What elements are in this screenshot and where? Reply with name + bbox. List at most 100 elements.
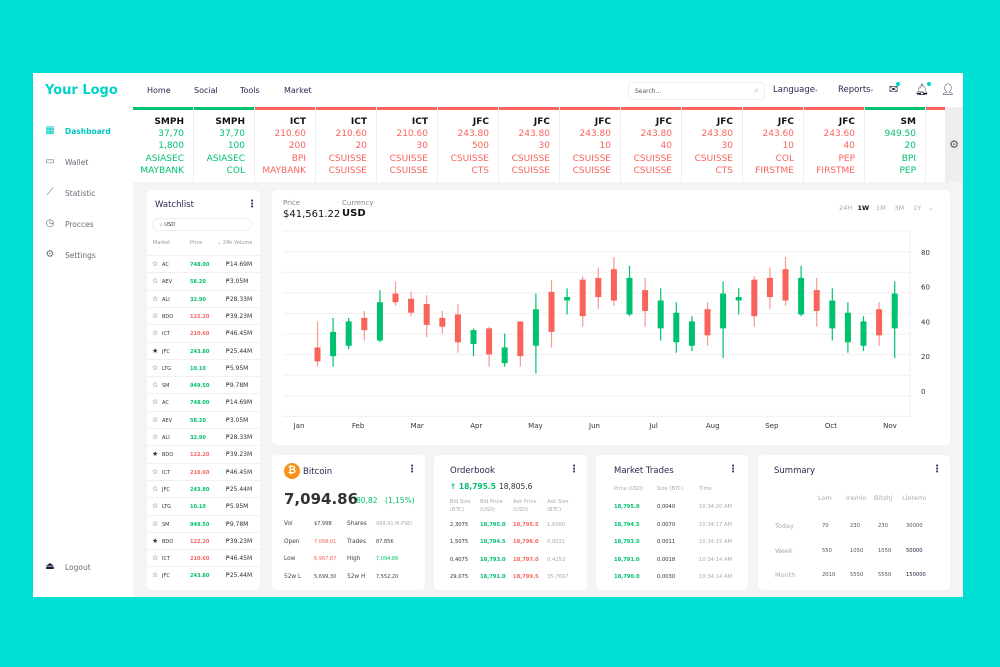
star-icon[interactable]: ☆ [152,381,159,390]
timeframe-24h[interactable]: 24H [839,204,853,212]
ticker-item[interactable]: ICT 210.60 30 CSUISSE CSUISSE [377,107,438,182]
chevron-down-icon[interactable]: ⌄ [928,204,934,212]
ticker-item[interactable]: JFC 243.80 10 CSUISSE CSUISSE [560,107,621,182]
logout-button[interactable]: ⏏ Logout [45,562,90,572]
ticker-symbol: ICT [411,117,428,127]
ticker-buyer: CSUISSE [328,153,367,164]
watchlist-row[interactable]: ☆ ICT 210.60 ₱46.45M [147,549,260,566]
watchlist-row[interactable]: ☆ AEV 58.20 ₱3.05M [147,272,260,289]
watchlist-search-input[interactable]: ⌕ USD [152,218,252,231]
star-icon[interactable]: ☆ [152,467,159,476]
watchlist-row[interactable]: ☆ SM 949.50 ₱9.78M [147,376,260,393]
watchlist-row[interactable]: ★ JFC 243.80 ₱25.44M [147,341,260,359]
nav-social[interactable]: Social [194,86,218,95]
star-filled-icon[interactable]: ★ [152,536,159,545]
chevron-down-icon: ▾ [870,88,874,94]
watchlist-row[interactable]: ☆ ICT 210.60 ₱46.45M [147,462,260,480]
ticker-item[interactable]: ICT 210.60 20 CSUISSE CSUISSE [316,107,377,182]
star-icon[interactable]: ☆ [152,398,159,407]
star-icon[interactable]: ☆ [152,329,159,338]
volume: ₱25.44M [226,347,253,355]
orderbook-cell: 29,075 [450,573,469,580]
sidebar-item-settings[interactable]: ⚙ Settings [45,250,96,260]
star-icon[interactable]: ☆ [152,502,159,511]
star-icon[interactable]: ☆ [152,277,159,286]
orderbook-header: Ask Price (USD) [513,499,537,513]
ticker-item[interactable]: JFC 243.60 10 COL FIRSTME [743,107,804,182]
ticker-item[interactable]: JFC 243.80 40 CSUISSE CSUISSE [621,107,682,182]
watchlist-row[interactable]: ☆ LTG 10.10 ₱5.95M [147,358,260,376]
candle-body [766,277,773,298]
ticker-item[interactable]: SM 949.50 20 BPI PEP [865,107,926,182]
star-icon[interactable]: ☆ [152,311,159,320]
star-filled-icon[interactable]: ★ [152,450,159,459]
star-filled-icon[interactable]: ★ [152,346,159,355]
candle-body [376,302,383,341]
orderbook-cell: 0.0031 [547,539,566,546]
star-icon[interactable]: ☆ [152,554,159,563]
more-icon[interactable]: ⋮ [728,464,738,475]
watchlist-row[interactable]: ☆ JFC 243.80 ₱25.44M [147,566,260,583]
timeframe-1w[interactable]: 1W [857,204,870,212]
ticker-item[interactable]: SMPH 37,70 100 ASIASEC COL [194,107,255,182]
ticker-item[interactable]: JFC 243.80 500 CSUISSE CTS [438,107,499,182]
more-icon[interactable]: ⋮ [569,464,579,475]
nav-market[interactable]: Market [284,86,312,95]
search-input[interactable]: Search... ⌕ [628,82,765,100]
watchlist-row[interactable]: ☆ SM 949.50 ₱9.78M [147,514,260,532]
sidebar-item-statistic[interactable]: ⟋ Statistic [45,188,96,198]
ticker-seller: CSUISSE [572,165,611,176]
more-icon[interactable]: ⋮ [247,199,257,210]
star-icon[interactable]: ☆ [152,415,159,424]
watchlist-row[interactable]: ☆ JFC 243.80 ₱25.44M [147,479,260,497]
sidebar-item-procces[interactable]: ◷ Procces [45,219,94,229]
watchlist-row[interactable]: ☆ ALI 32.90 ₱28.33M [147,428,260,445]
volume: ₱39.23M [226,312,253,320]
ticker-buyer: BPI [901,153,916,164]
price-label: Price [283,199,301,207]
language-dropdown[interactable]: Language▾ [773,85,817,95]
watchlist-row[interactable]: ★ BDO 122.20 ₱39.23M [147,531,260,549]
watchlist-row[interactable]: ☆ LTG 10.10 ₱5.95M [147,497,260,514]
trades-cell: 0.0040 [657,504,676,510]
sidebar-item-wallet[interactable]: ▭ Wallet [45,157,88,167]
price: 122.20 [190,313,210,320]
star-icon[interactable]: ☆ [152,433,159,441]
timeframe-1m[interactable]: 1M [876,204,886,212]
timeframe-1y[interactable]: 1Y [913,204,922,212]
watchlist-row[interactable]: ☆ AC 748.00 ₱14.69M [147,393,260,410]
mail-icon[interactable]: ✉ [889,82,901,96]
more-icon[interactable]: ⋮ [407,464,417,475]
star-icon[interactable]: ☆ [152,363,159,372]
ticker-item[interactable]: JFC 243.80 30 CSUISSE CTS [682,107,743,182]
star-icon[interactable]: ☆ [152,260,159,268]
watchlist-row[interactable]: ☆ ALI 32.90 ₱28.33M [147,289,260,307]
star-icon[interactable]: ☆ [152,571,159,580]
ticker-settings-icon[interactable]: ⚙ [945,107,963,182]
ticker-qty: 30 [538,141,550,152]
trades-cell: 10:34:14 AM [699,574,732,580]
watchlist-row[interactable]: ☆ AC 748.00 ₱14.69M [147,255,260,272]
watchlist-row[interactable]: ★ BDO 122.20 ₱39.23M [147,445,260,462]
nav-tools[interactable]: Tools [240,86,260,95]
watchlist-row[interactable]: ☆ AEV 58.20 ₱3.05M [147,410,260,428]
bell-icon[interactable]: 🔔︎ [915,82,931,96]
candle-body [501,347,508,364]
watchlist-row[interactable]: ☆ BDO 122.20 ₱39.23M [147,306,260,324]
star-icon[interactable]: ☆ [152,484,159,493]
star-icon[interactable]: ☆ [152,294,159,303]
ticker-item[interactable]: JFC 243.60 40 PEP FIRSTME [804,107,865,182]
summary-cell: 230 [850,523,860,529]
more-icon[interactable]: ⋮ [932,464,942,475]
ticker-item[interactable]: ICT 210.60 200 BPI MAYBANK [255,107,316,182]
ticker-item[interactable]: JFC 243.80 30 CSUISSE CSUISSE [499,107,560,182]
star-icon[interactable]: ☆ [152,519,159,528]
reports-dropdown[interactable]: Reports▾ [838,85,873,95]
watchlist-row[interactable]: ☆ ICT 210.60 ₱46.45M [147,324,260,341]
nav-home[interactable]: Home [147,86,171,95]
sidebar-item-dashboard[interactable]: ▦ Dashboard [45,126,110,136]
col-volume[interactable]: ⌄ 24h Volume [217,240,253,246]
timeframe-3m[interactable]: 3M [894,204,905,212]
user-icon[interactable]: 👤︎ [941,83,955,96]
ticker-item[interactable]: SMPH 37,70 1,800 ASIASEC MAYBANK [133,107,194,182]
